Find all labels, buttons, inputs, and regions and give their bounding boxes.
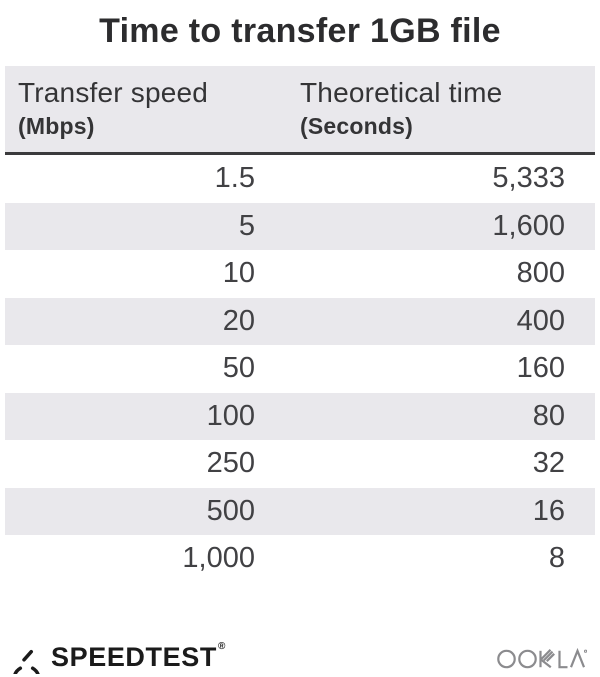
speed-cell: 100 [206, 399, 255, 432]
column-header-speed-unit: (Mbps) [18, 113, 95, 140]
table-row: 50 160 [5, 345, 595, 393]
column-header-time-label: Theoretical time [300, 77, 503, 108]
speed-cell: 10 [222, 257, 255, 290]
table-row: 5 1,600 [5, 202, 595, 251]
infographic-page: Time to transfer 1GB file Transfer speed… [0, 12, 600, 677]
speed-cell: 1,000 [182, 542, 255, 575]
table-row: 1,000 8 [5, 535, 595, 583]
speed-cell: 1.5 [214, 162, 255, 195]
table-row: 1.5 5,333 [5, 155, 595, 203]
table-row: 500 16 [5, 487, 595, 536]
table-row: 250 32 [5, 440, 595, 488]
speed-cell: 5 [238, 209, 255, 242]
time-cell: 8 [548, 542, 565, 575]
time-cell: 80 [532, 399, 565, 432]
time-cell: 160 [516, 352, 565, 385]
table-row: 10 800 [5, 250, 595, 298]
speed-cell: 250 [206, 447, 255, 480]
registered-trademark-icon: ® [217, 641, 226, 652]
speedtest-logo: SPEEDTEST® [10, 641, 225, 674]
column-header-speed: Transfer speed (Mbps) [5, 77, 284, 140]
footer: SPEEDTEST® [10, 641, 587, 674]
speedtest-wordmark: SPEEDTEST® [51, 641, 226, 672]
page-title: Time to transfer 1GB file [99, 12, 501, 50]
time-cell: 1,600 [492, 209, 565, 242]
table-row: 100 80 [5, 392, 595, 441]
ookla-logo-icon [497, 647, 587, 669]
time-cell: 16 [532, 494, 565, 527]
speedtest-text: SPEEDTEST [51, 642, 217, 672]
transfer-time-table: Transfer speed (Mbps) Theoretical time (… [5, 66, 595, 583]
time-cell: 5,333 [492, 162, 565, 195]
time-cell: 400 [516, 304, 565, 337]
column-header-time-unit: (Seconds) [300, 113, 413, 140]
column-header-speed-label: Transfer speed [18, 77, 209, 108]
time-cell: 32 [532, 447, 565, 480]
speed-cell: 500 [206, 494, 255, 527]
column-header-time: Theoretical time (Seconds) [284, 77, 595, 140]
speed-cell: 50 [222, 352, 255, 385]
table-row: 20 400 [5, 297, 595, 346]
table-body: 1.5 5,333 5 1,600 10 800 20 400 50 160 1… [5, 155, 595, 583]
time-cell: 800 [516, 257, 565, 290]
speed-cell: 20 [222, 304, 255, 337]
speedtest-gauge-icon [13, 649, 40, 674]
table-header-row: Transfer speed (Mbps) Theoretical time (… [5, 66, 595, 156]
